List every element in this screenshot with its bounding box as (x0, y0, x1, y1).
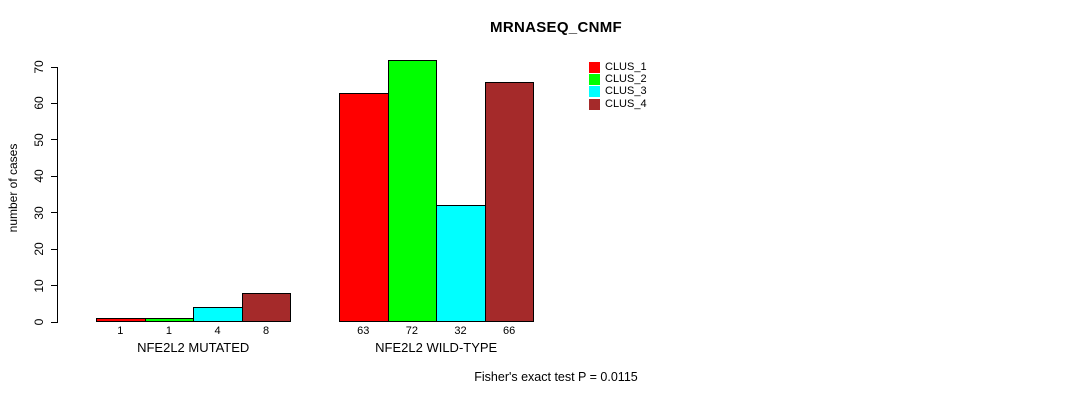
bar-clus_2-group1 (144, 318, 195, 322)
y-axis-tick (51, 212, 57, 214)
bar-clus_4-group1 (241, 292, 292, 322)
y-axis-label: number of cases (6, 143, 20, 233)
legend: CLUS_1 CLUS_2 CLUS_3 CLUS_4 (589, 61, 647, 111)
y-axis-tick (51, 321, 57, 323)
bar-clus_3-group2 (436, 205, 486, 322)
bar-clus_4-group2 (484, 81, 535, 322)
legend-color-swatch (589, 98, 600, 110)
bar-clus_1-group1 (96, 318, 146, 322)
y-axis-tick-label: 70 (32, 60, 46, 74)
bar-value-label: 72 (405, 325, 419, 337)
y-axis-tick (51, 139, 57, 141)
legend-label: CLUS_2 (605, 73, 647, 86)
legend-item-clus_2: CLUS_2 (589, 73, 647, 86)
y-axis-tick-label: 20 (32, 242, 46, 256)
bar-value-label: 1 (165, 325, 172, 337)
bar-value-label: 63 (357, 325, 370, 337)
y-axis-tick (51, 175, 57, 177)
bar-value-label: 8 (263, 325, 270, 337)
y-axis-tick-label: 30 (32, 206, 46, 220)
y-axis-tick (51, 285, 57, 287)
bar-clus_3-group1 (193, 307, 243, 322)
legend-label: CLUS_4 (605, 97, 647, 110)
bar-clus_1-group2 (339, 92, 389, 322)
bar-clus_2-group2 (387, 59, 438, 322)
legend-item-clus_3: CLUS_3 (589, 86, 647, 98)
bar-value-label: 66 (502, 325, 516, 337)
legend-label: CLUS_1 (605, 60, 647, 73)
y-axis-tick-label: 0 (32, 318, 46, 326)
legend-item-clus_4: CLUS_4 (589, 98, 647, 110)
y-axis-tick (51, 102, 57, 104)
legend-color-swatch (589, 74, 600, 86)
y-axis-tick (51, 248, 57, 250)
legend-label: CLUS_3 (605, 85, 647, 98)
legend-color-swatch (589, 61, 600, 73)
y-axis-tick-label: 40 (32, 169, 46, 183)
bar-value-label: 1 (117, 325, 124, 337)
legend-color-swatch (589, 86, 600, 98)
y-axis-tick-label: 10 (32, 278, 46, 293)
x-group-label: NFE2L2 MUTATED (137, 340, 250, 355)
y-axis-tick-label: 50 (32, 133, 46, 147)
chart-title: MRNASEQ_CNMF (490, 19, 622, 36)
y-axis-tick (51, 66, 57, 68)
annotation-text: Fisher's exact test P = 0.0115 (474, 370, 638, 384)
y-axis-tick-label: 60 (32, 96, 46, 111)
x-group-label: NFE2L2 WILD-TYPE (375, 340, 498, 355)
bar-value-label: 4 (214, 325, 221, 337)
y-axis-line (57, 67, 58, 323)
legend-item-clus_1: CLUS_1 (589, 61, 647, 73)
bar-value-label: 32 (454, 325, 467, 337)
